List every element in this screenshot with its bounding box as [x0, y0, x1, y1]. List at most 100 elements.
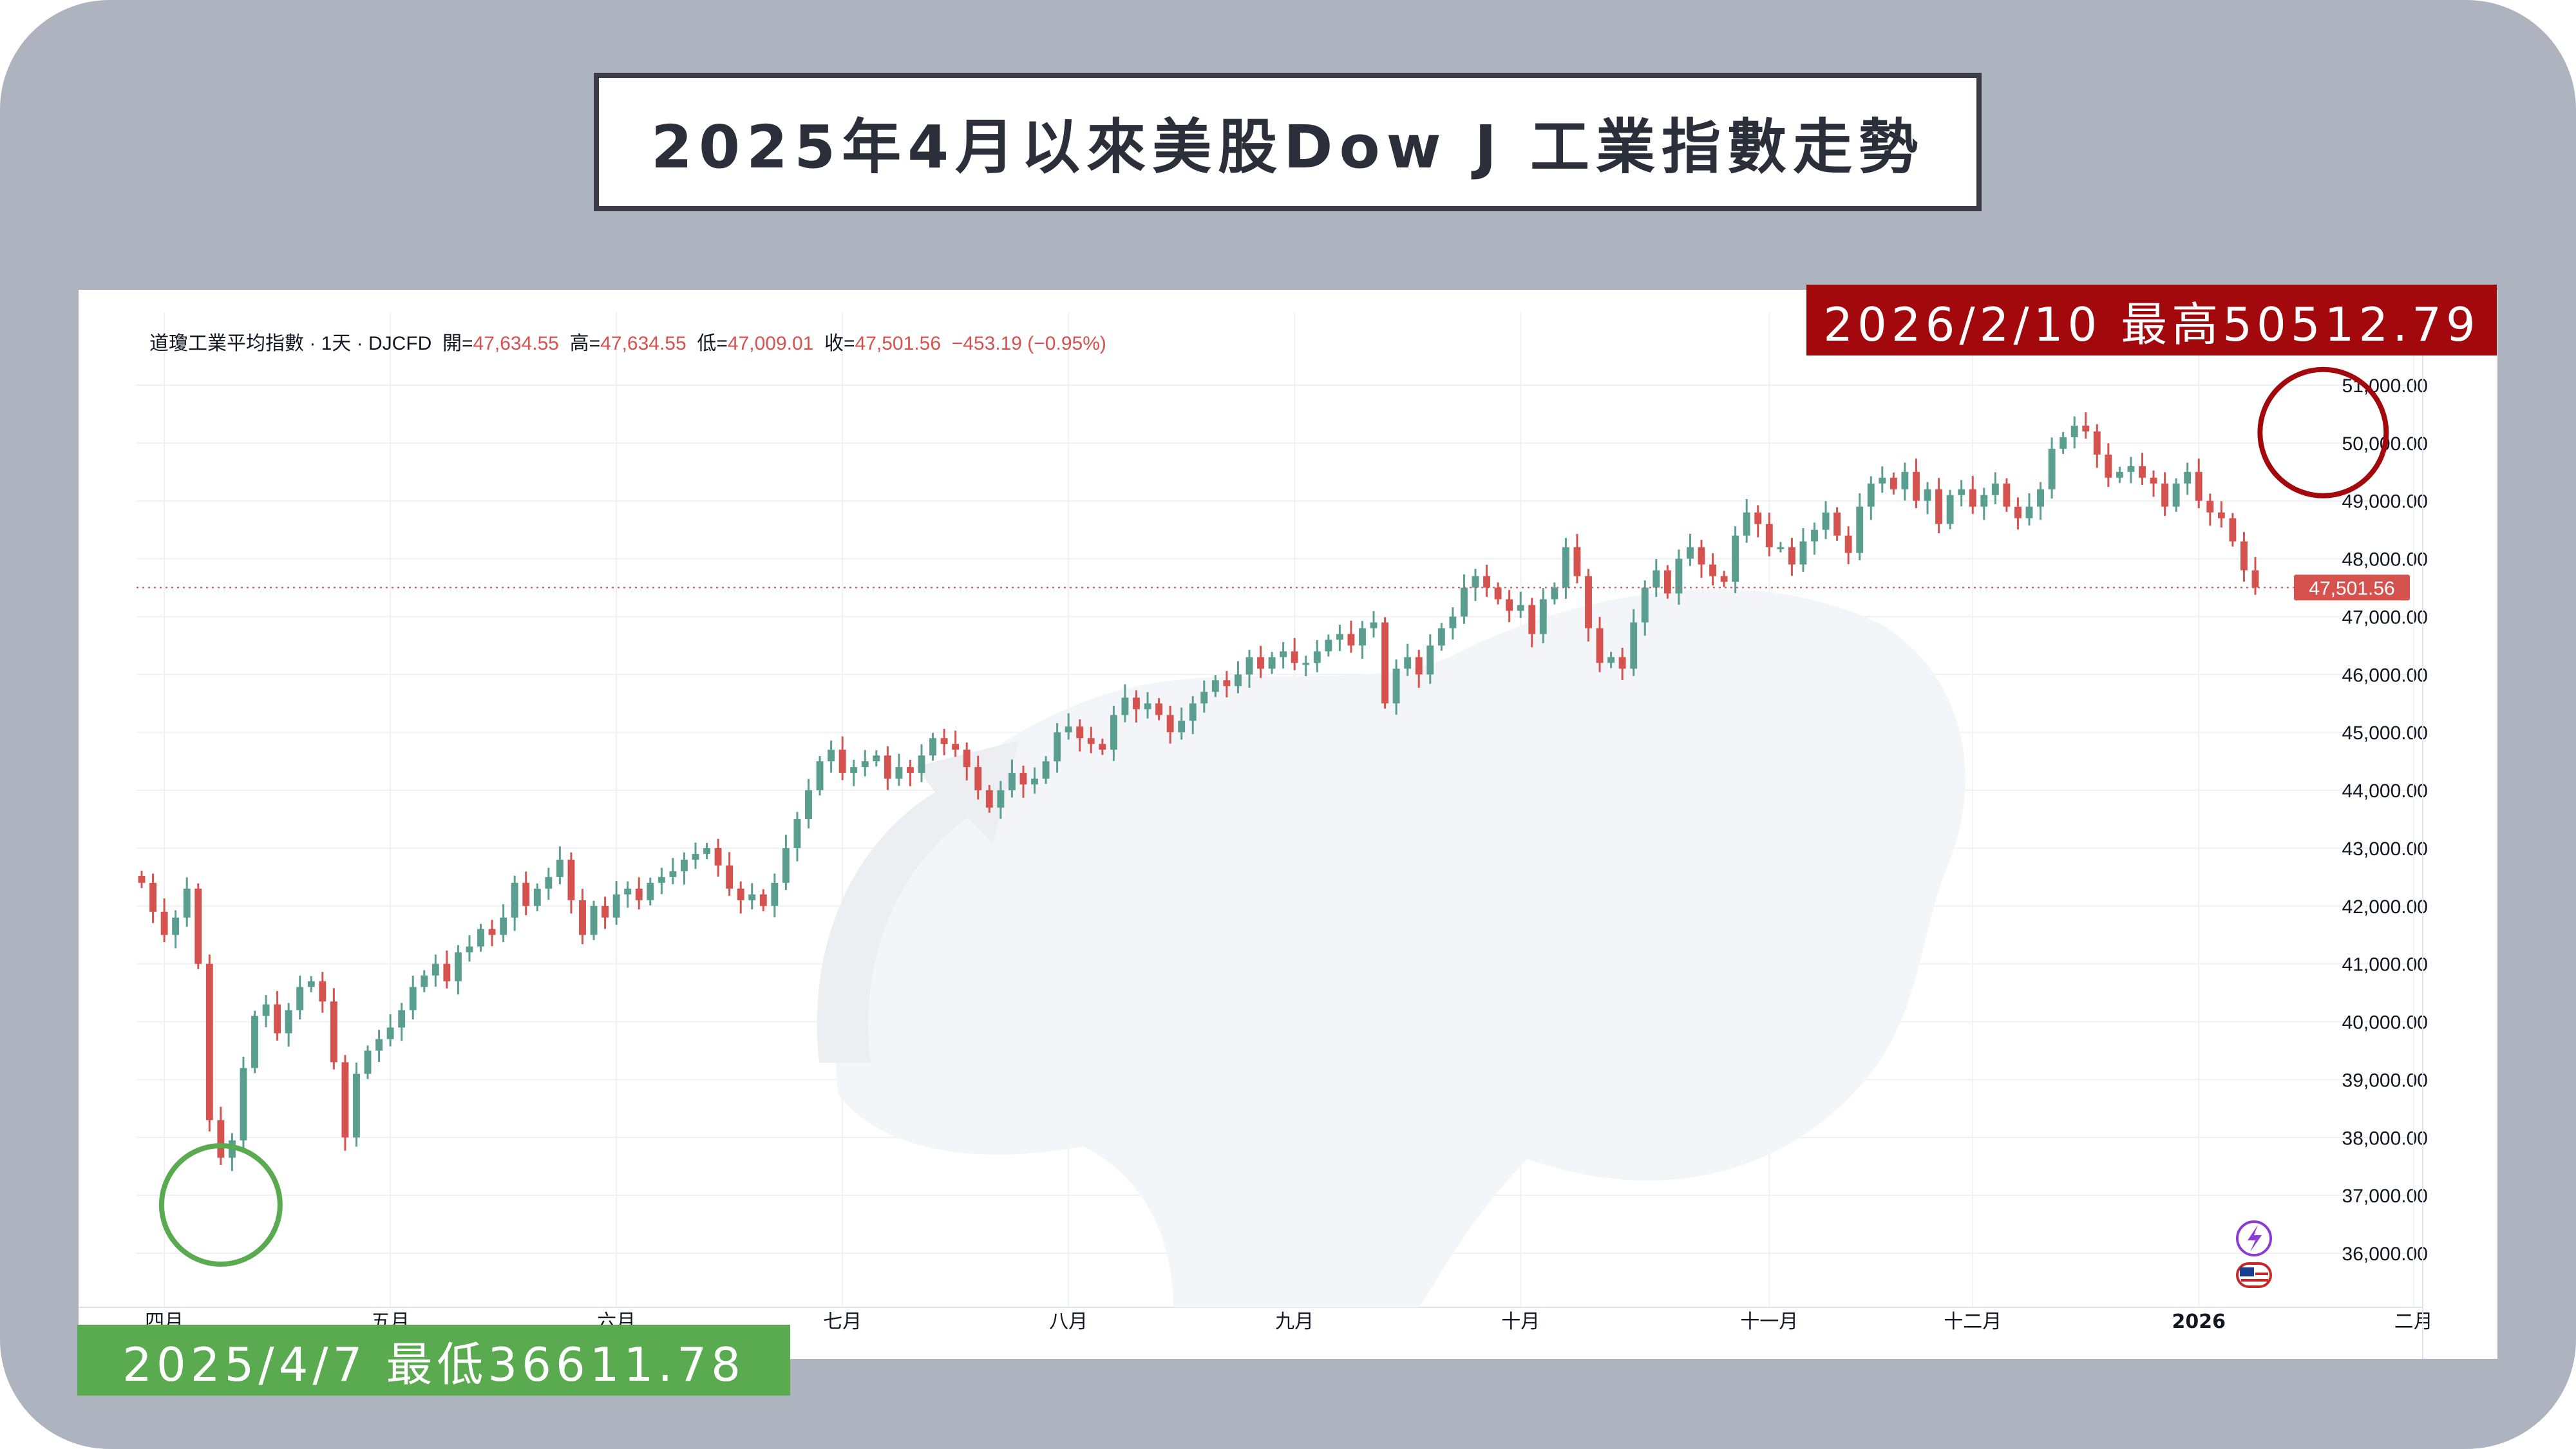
- candle-body: [2025, 506, 2033, 518]
- candle-body: [714, 848, 722, 866]
- candle-body: [1042, 761, 1050, 779]
- candle-body: [556, 859, 564, 877]
- x-tick-label: 七月: [823, 1311, 862, 1333]
- candle-body: [918, 755, 925, 773]
- candle-body: [1924, 489, 1931, 501]
- candle-body: [2116, 471, 2123, 478]
- candle-body: [545, 876, 553, 889]
- candle-body: [2082, 425, 2090, 431]
- last-price-label: 47,501.56: [2309, 578, 2394, 599]
- candle-body: [1019, 773, 1027, 785]
- candle-body: [579, 900, 586, 935]
- legend-open-label: 開=: [442, 333, 473, 354]
- candle-body: [838, 750, 846, 773]
- candle-body: [307, 981, 315, 987]
- candle-body: [2093, 431, 2101, 455]
- candle-body: [567, 859, 575, 900]
- candle-body: [1189, 703, 1197, 721]
- candle-body: [816, 761, 824, 791]
- candle-body: [1618, 657, 1626, 669]
- y-tick-label: 42,000.00: [2342, 896, 2428, 918]
- candle-body: [398, 1010, 406, 1028]
- candle-body: [1641, 587, 1649, 623]
- candle-body: [2105, 454, 2112, 478]
- candle-body: [1257, 657, 1264, 669]
- y-tick-label: 45,000.00: [2342, 723, 2428, 744]
- candle-body: [861, 761, 869, 768]
- candle-body: [1856, 506, 1864, 553]
- candle-body: [488, 929, 496, 935]
- candle-body: [1562, 547, 1569, 588]
- candle-body: [2172, 483, 2180, 507]
- candle-body: [1054, 732, 1061, 762]
- candle-body: [1008, 773, 1016, 791]
- y-tick-label: 43,000.00: [2342, 838, 2428, 860]
- candle-body: [533, 888, 541, 906]
- ohlc-legend: 道瓊工業平均指數 · 1天 · DJCFD 開=47,634.55 高=47,6…: [149, 327, 1106, 355]
- candle-body: [2217, 512, 2225, 518]
- candle-body: [511, 882, 518, 918]
- candle-body: [1687, 547, 1694, 559]
- candle-body: [1653, 570, 1660, 588]
- candle-body: [1879, 477, 1886, 484]
- candle-body: [1663, 570, 1671, 594]
- candle-body: [1867, 483, 1875, 507]
- candle-body: [172, 917, 180, 935]
- y-tick-label: 38,000.00: [2342, 1128, 2428, 1149]
- candle-body: [680, 859, 688, 871]
- candle-body: [1291, 651, 1298, 663]
- watermark-bull: [835, 589, 1965, 1307]
- candle-body: [341, 1062, 349, 1138]
- candle-body: [828, 750, 835, 762]
- candle-body: [782, 848, 790, 883]
- chart-panel: 51,000.00 50,000.00 49,000.00 48,000.00 47,0…: [79, 290, 2497, 1359]
- legend-high-label: 高=: [569, 333, 601, 354]
- candle-body: [1551, 587, 1558, 600]
- candle-body: [2003, 483, 2011, 507]
- candle-body: [1392, 668, 1400, 704]
- candle-body: [1359, 628, 1366, 646]
- candle-body: [522, 882, 530, 906]
- candle-body: [1765, 524, 1773, 547]
- page-title: 2025年4月以來美股Dow J 工業指數走勢: [651, 113, 1924, 182]
- candle-body: [421, 975, 428, 987]
- high-annotation: 2026/2/10 最高50512.79: [1806, 285, 2497, 355]
- candle-body: [1144, 703, 1151, 710]
- candle-body: [952, 744, 960, 750]
- candle-body: [1381, 622, 1389, 704]
- candle-body: [1087, 738, 1095, 744]
- candle-body: [2060, 437, 2067, 449]
- candle-body: [274, 1004, 281, 1034]
- legend-close-label: 收=: [824, 333, 855, 354]
- candle-body: [1698, 547, 1705, 565]
- candle-body: [296, 987, 304, 1010]
- y-tick-label: 40,000.00: [2342, 1012, 2428, 1034]
- candle-body: [1596, 628, 1604, 663]
- y-tick-label: 47,000.00: [2342, 607, 2428, 628]
- candle-body: [1811, 529, 1818, 542]
- candle-body: [1844, 535, 1852, 553]
- candle-body: [1754, 512, 1762, 524]
- candle-body: [454, 952, 462, 981]
- candle-body: [1121, 697, 1129, 715]
- candle-body: [963, 750, 971, 768]
- candle-body: [205, 963, 213, 1121]
- candle-body: [2150, 477, 2157, 484]
- candle-body: [1313, 651, 1321, 663]
- candle-body: [1076, 726, 1084, 739]
- candle-body: [1585, 576, 1592, 629]
- candle-body: [1732, 535, 1739, 582]
- candle-body: [1630, 622, 1638, 669]
- candle-body: [1211, 680, 1219, 692]
- candle-body: [1336, 634, 1343, 640]
- candle-body: [1799, 541, 1807, 565]
- candle-body: [1720, 576, 1728, 582]
- candle-body: [1506, 599, 1513, 611]
- candle-body: [1099, 744, 1106, 750]
- candle-body: [850, 767, 858, 773]
- candle-body: [138, 876, 146, 883]
- candle-body: [1404, 657, 1412, 669]
- candle-body: [748, 894, 756, 900]
- legend-high: 47,634.55: [600, 333, 687, 354]
- candle-body: [262, 1004, 270, 1016]
